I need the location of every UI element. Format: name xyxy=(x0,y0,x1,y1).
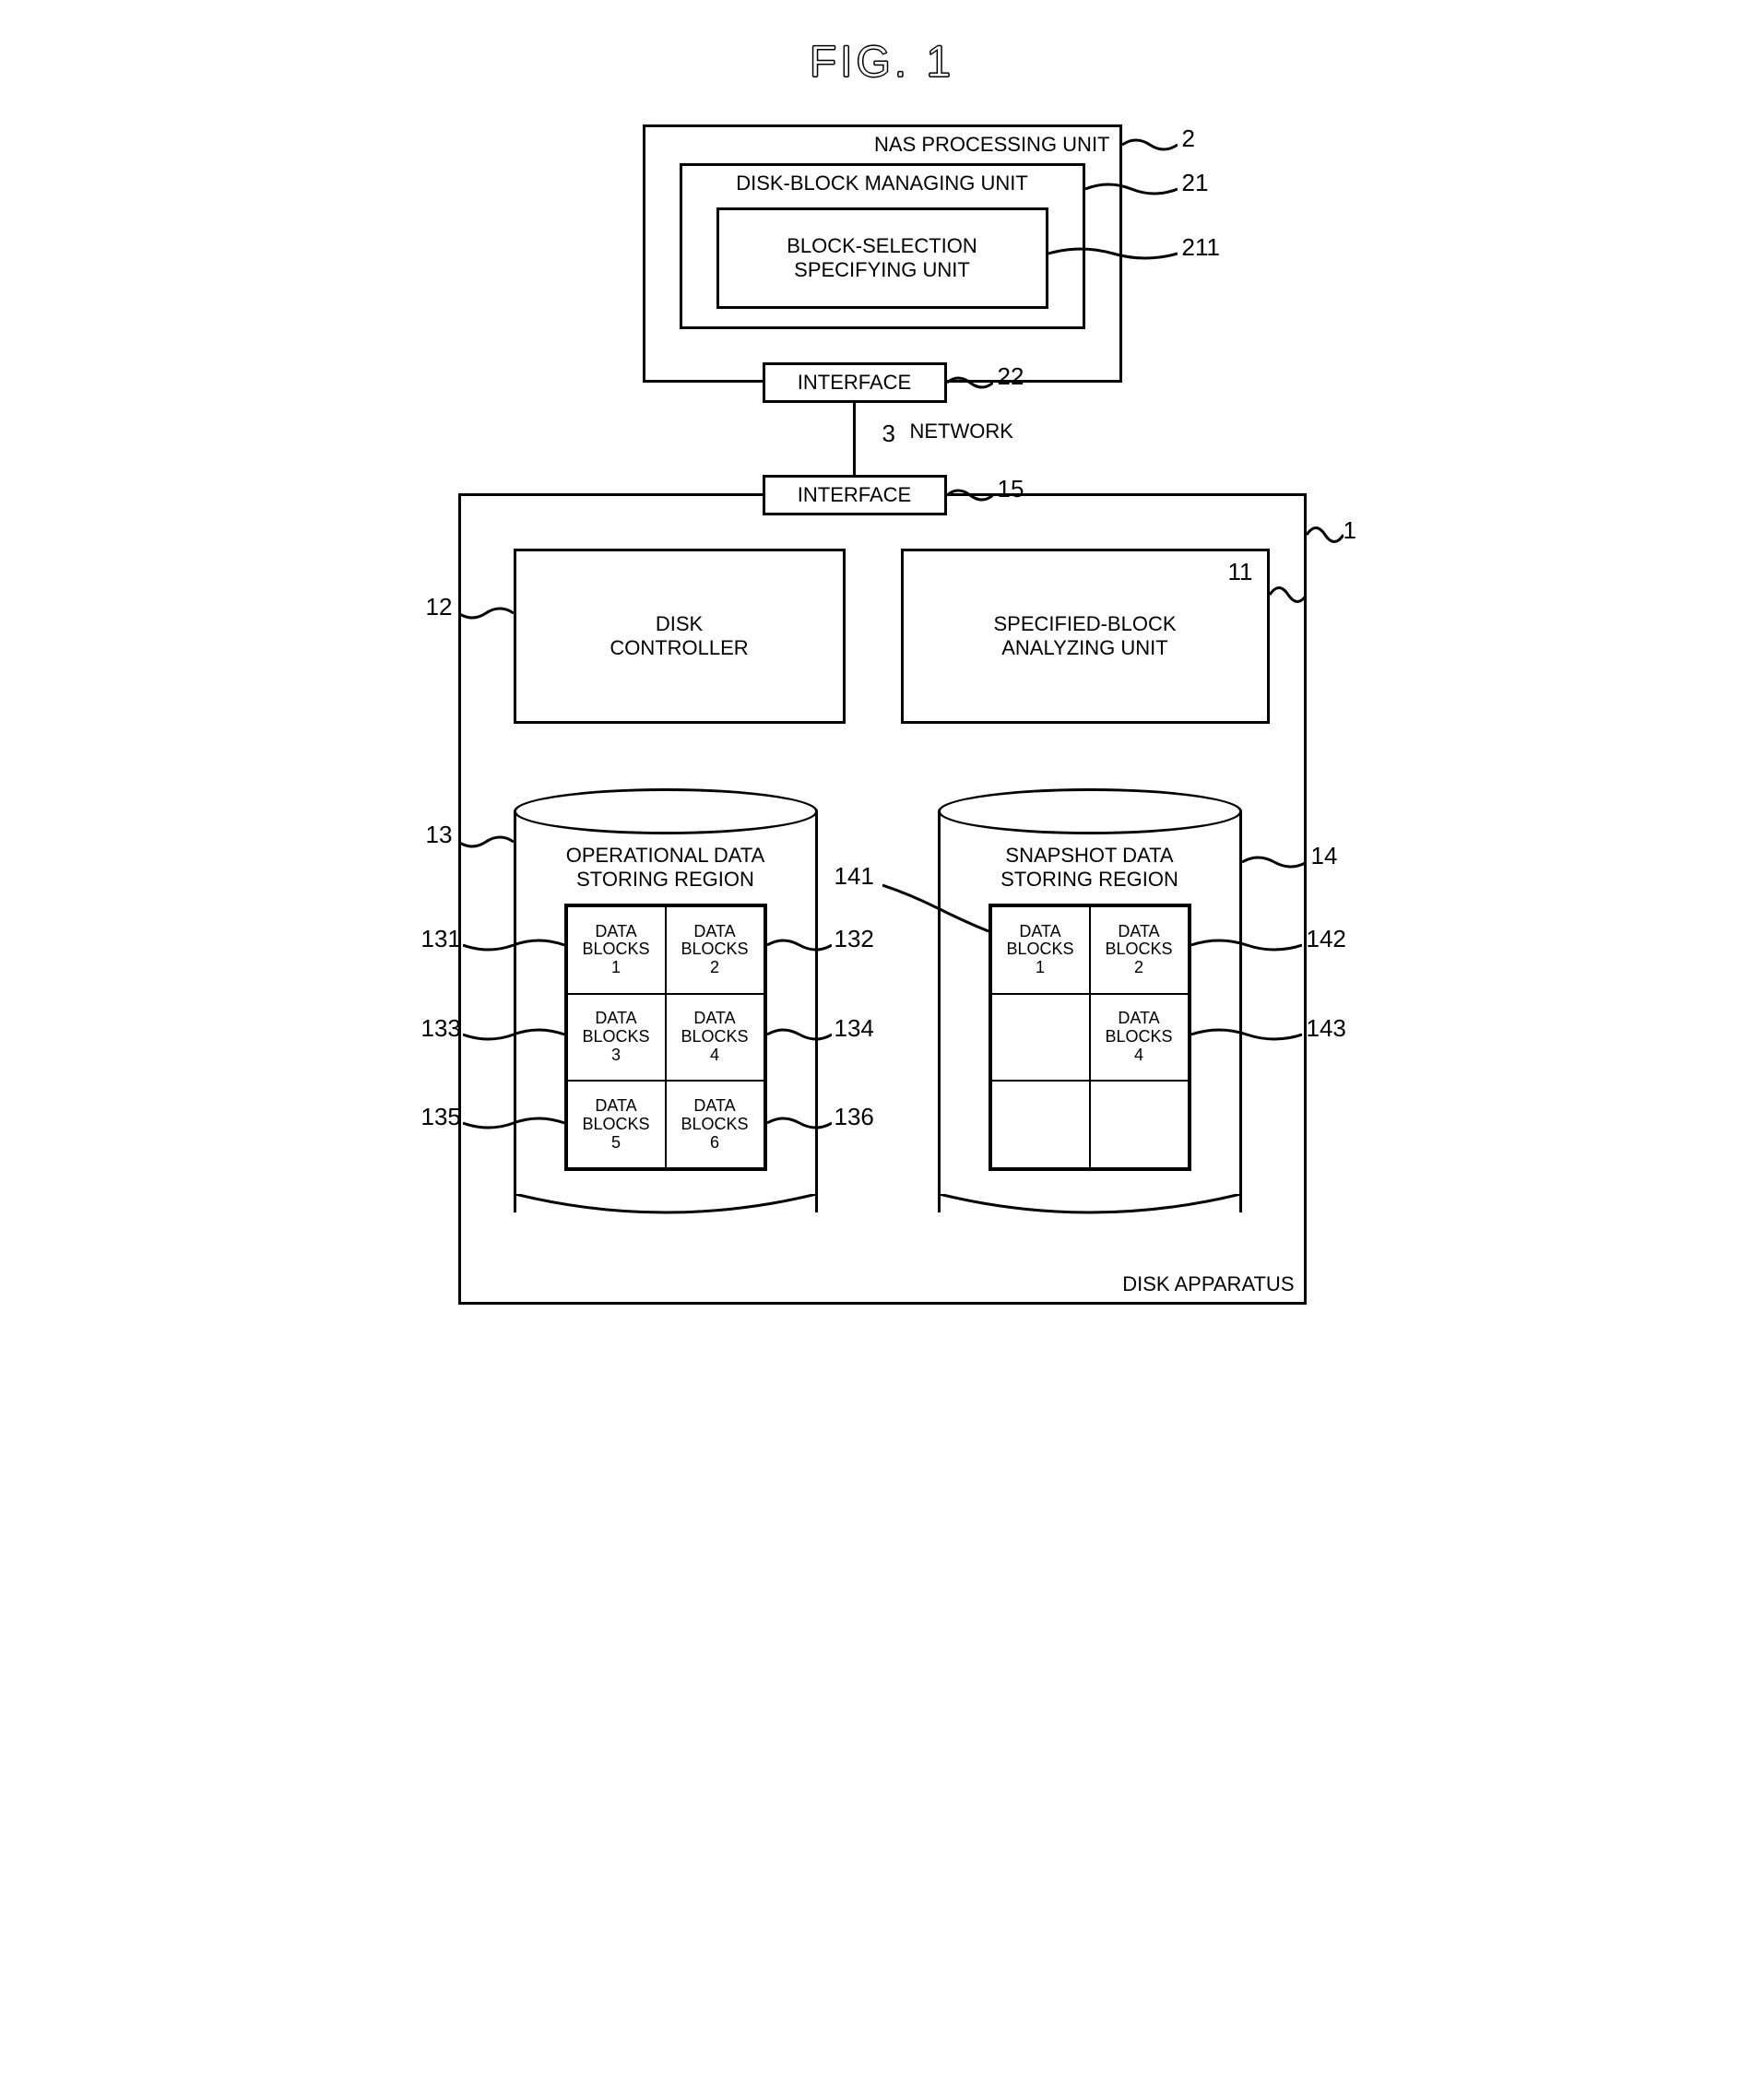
ref-if1: 22 xyxy=(998,362,1024,391)
lead-132 xyxy=(767,936,832,954)
op-cell-3: DATABLOCKS3 xyxy=(567,994,666,1082)
ref-135: 135 xyxy=(421,1103,461,1131)
lead-anlz xyxy=(1270,581,1307,609)
lead-if2 xyxy=(947,486,993,504)
snap-grid: DATABLOCKS1 DATABLOCKS2 DATABLOCKS4 xyxy=(989,904,1191,1171)
disk-interface-box: INTERFACE xyxy=(763,475,947,515)
lead-141 xyxy=(882,881,989,936)
op-cell-4: DATABLOCKS4 xyxy=(666,994,764,1082)
ref-141: 141 xyxy=(835,862,874,891)
ref-134: 134 xyxy=(835,1014,874,1043)
lead-136 xyxy=(767,1114,832,1132)
ref-net: 3 xyxy=(882,420,895,448)
ref-diskapp: 1 xyxy=(1344,516,1356,545)
ref-133: 133 xyxy=(421,1014,461,1043)
disk-interface-label: INTERFACE xyxy=(798,483,911,507)
nas-interface-label: INTERFACE xyxy=(798,371,911,395)
ref-143: 143 xyxy=(1307,1014,1346,1043)
op-title: OPERATIONAL DATASTORING REGION xyxy=(514,844,818,893)
block-sel-title: BLOCK-SELECTIONSPECIFYING UNIT xyxy=(777,234,987,283)
ref-snap: 14 xyxy=(1311,842,1338,870)
ref-anlz: 11 xyxy=(1228,558,1253,586)
diagram-root: NAS PROCESSING UNIT 2 DISK-BLOCK MANAGIN… xyxy=(421,124,1344,1323)
network-label: NETWORK xyxy=(910,420,1013,443)
analyzer-label: SPECIFIED-BLOCKANALYZING UNIT xyxy=(975,612,1194,661)
op-cell-1: DATABLOCKS1 xyxy=(567,906,666,994)
dbm-title: DISK-BLOCK MANAGING UNIT xyxy=(736,171,1028,195)
ref-142: 142 xyxy=(1307,925,1346,953)
nas-title: NAS PROCESSING UNIT xyxy=(874,133,1109,157)
ref-132: 132 xyxy=(835,925,874,953)
op-cell-5: DATABLOCKS5 xyxy=(567,1081,666,1168)
ref-nas: 2 xyxy=(1182,124,1195,153)
lead-bsel xyxy=(1048,244,1178,263)
ref-131: 131 xyxy=(421,925,461,953)
lead-dbm xyxy=(1085,180,1178,198)
ref-if2: 15 xyxy=(998,475,1024,503)
disk-controller-label: DISKCONTROLLER xyxy=(610,612,748,661)
lead-snap xyxy=(1242,853,1307,871)
nas-interface-box: INTERFACE xyxy=(763,362,947,403)
snap-cell-3 xyxy=(991,994,1090,1082)
ref-ctrl: 12 xyxy=(426,593,453,621)
network-line xyxy=(853,403,856,475)
lead-143 xyxy=(1191,1025,1302,1044)
snap-cell-1: DATABLOCKS1 xyxy=(991,906,1090,994)
lead-op xyxy=(458,833,514,851)
lead-142 xyxy=(1191,936,1302,954)
snap-cell-6 xyxy=(1090,1081,1189,1168)
ref-dbm: 21 xyxy=(1182,169,1209,197)
ref-op: 13 xyxy=(426,821,453,849)
lead-131 xyxy=(463,936,564,954)
lead-ctrl xyxy=(458,604,514,622)
op-cell-6: DATABLOCKS6 xyxy=(666,1081,764,1168)
op-cell-2: DATABLOCKS2 xyxy=(666,906,764,994)
lead-diskapp xyxy=(1307,521,1344,549)
lead-if1 xyxy=(947,373,993,392)
block-sel-box: BLOCK-SELECTIONSPECIFYING UNIT xyxy=(716,207,1048,309)
lead-134 xyxy=(767,1025,832,1044)
op-grid: DATABLOCKS1 DATABLOCKS2 DATABLOCKS3 DATA… xyxy=(564,904,767,1171)
ref-bsel: 211 xyxy=(1182,233,1220,262)
lead-nas xyxy=(1122,136,1178,154)
disk-app-title: DISK APPARATUS xyxy=(1122,1272,1294,1296)
snap-cell-2: DATABLOCKS2 xyxy=(1090,906,1189,994)
lead-133 xyxy=(463,1025,564,1044)
ref-136: 136 xyxy=(835,1103,874,1131)
snap-cell-5 xyxy=(991,1081,1090,1168)
analyzer-box: SPECIFIED-BLOCKANALYZING UNIT xyxy=(901,549,1270,724)
snap-cell-4: DATABLOCKS4 xyxy=(1090,994,1189,1082)
disk-controller-box: DISKCONTROLLER xyxy=(514,549,846,724)
figure-title: FIG. 1 xyxy=(810,37,954,88)
lead-135 xyxy=(463,1114,564,1132)
